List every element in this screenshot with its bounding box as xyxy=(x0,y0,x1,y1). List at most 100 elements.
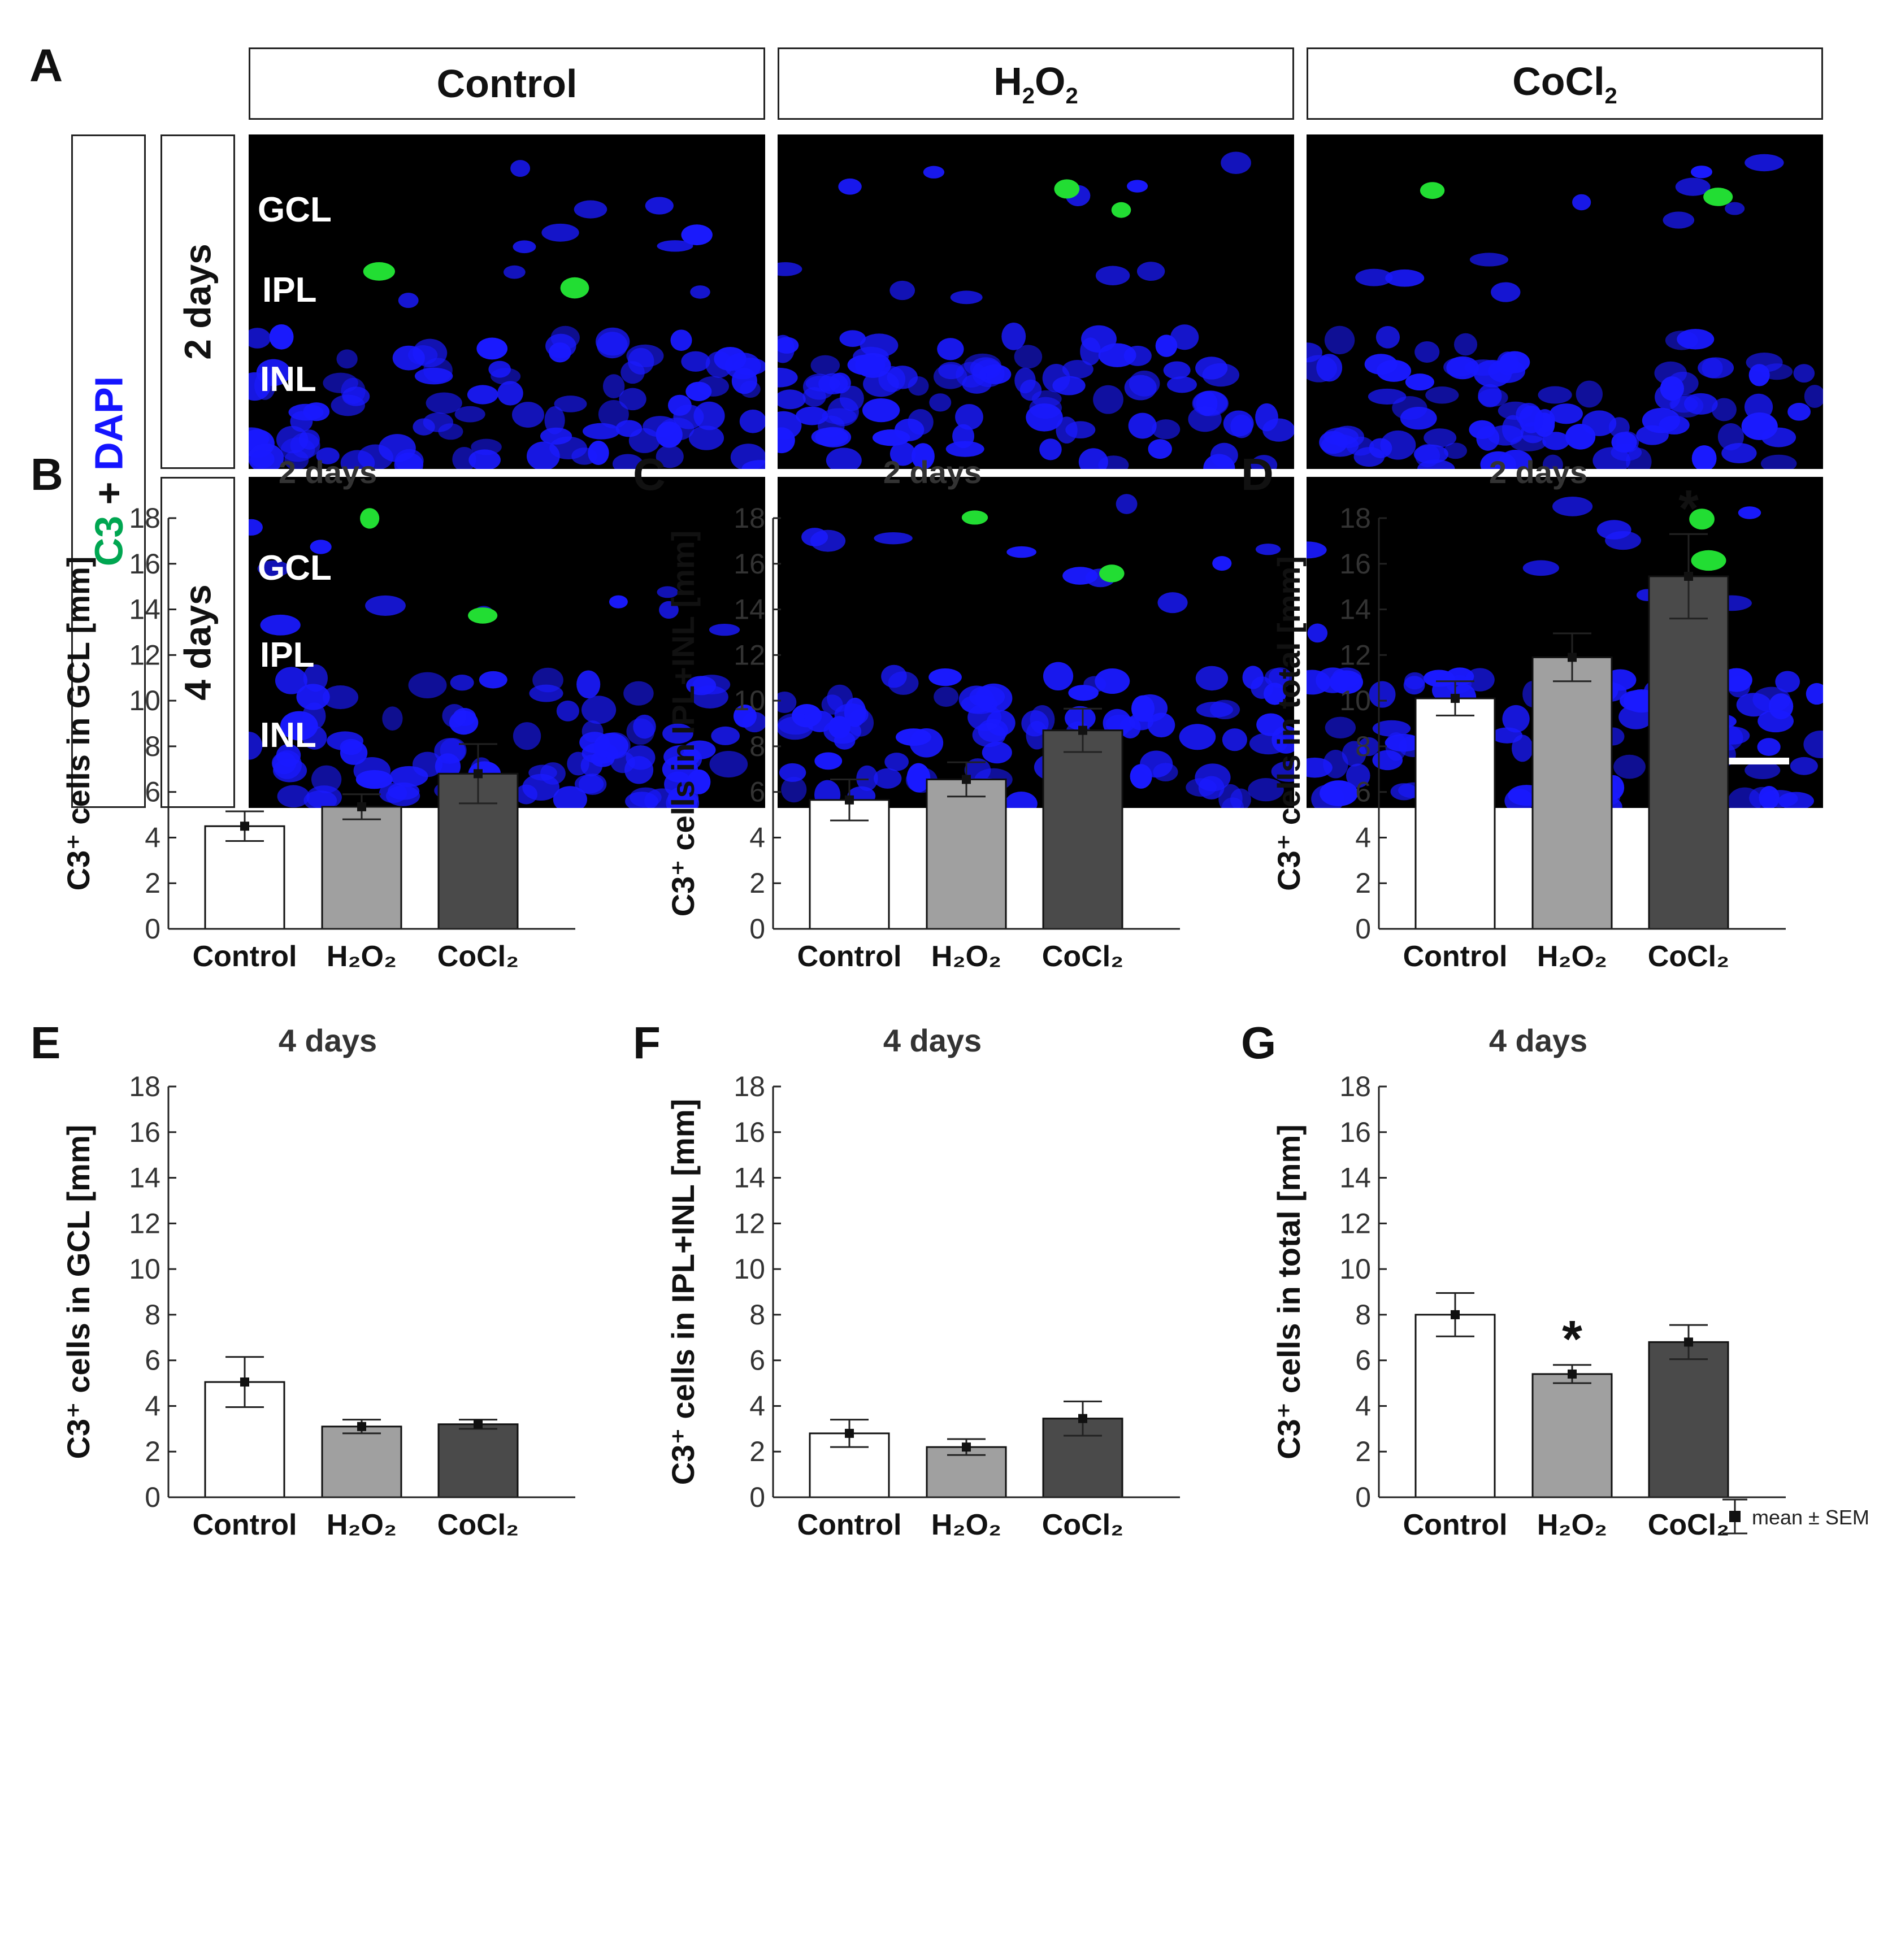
nucleus xyxy=(705,351,733,378)
panel-letter-e: E xyxy=(31,1018,60,1068)
bar-d-0 xyxy=(1414,697,1496,930)
nucleus xyxy=(1098,343,1136,367)
nucleus xyxy=(1757,738,1781,756)
nucleus xyxy=(1613,754,1646,779)
y-tick-label: 16 xyxy=(734,548,765,580)
mean-marker xyxy=(1078,725,1087,735)
y-tick-label: 0 xyxy=(749,913,765,945)
y-tick-label: 6 xyxy=(1355,776,1371,808)
nucleus xyxy=(597,332,628,359)
x-tick-label: Control xyxy=(1403,940,1508,973)
nucleus xyxy=(1469,253,1509,267)
nucleus xyxy=(844,697,866,727)
nucleus xyxy=(526,441,560,469)
nucleus xyxy=(275,667,307,694)
nucleus xyxy=(272,750,302,779)
c3-positive-cell xyxy=(1420,182,1445,199)
y-tick-label: 2 xyxy=(749,867,765,899)
c3-positive-cell xyxy=(961,510,988,525)
nucleus xyxy=(249,519,263,536)
nucleus xyxy=(1157,592,1188,614)
nucleus xyxy=(1170,324,1199,350)
nucleus xyxy=(656,445,684,468)
nucleus xyxy=(1793,364,1815,383)
y-tick-label: 2 xyxy=(145,867,160,899)
nucleus xyxy=(1746,353,1783,372)
x-tick-label: H₂O₂ xyxy=(327,940,397,973)
y-tick-label: 4 xyxy=(1355,1390,1371,1422)
nucleus xyxy=(1068,685,1099,701)
panel-letter-f: F xyxy=(633,1018,661,1068)
nucleus xyxy=(1626,447,1652,469)
mean-marker xyxy=(845,795,854,805)
chart-title-g: 4 days xyxy=(1489,1023,1587,1058)
y-tick-label: 2 xyxy=(1355,867,1371,899)
nucleus xyxy=(1803,730,1823,758)
nucleus xyxy=(1324,325,1355,355)
nucleus xyxy=(778,691,797,714)
nucleus xyxy=(1148,439,1172,459)
nucleus xyxy=(1196,701,1233,718)
y-tick-label: 14 xyxy=(734,1162,765,1194)
panel-letter-g: G xyxy=(1241,1018,1276,1068)
nucleus xyxy=(838,178,862,195)
nucleus xyxy=(553,786,587,808)
x-tick-label: H₂O₂ xyxy=(327,1509,397,1541)
nucleus xyxy=(681,351,710,372)
y-tick-label: 10 xyxy=(129,1253,160,1285)
nucleus xyxy=(574,774,604,794)
nucleus xyxy=(685,381,712,401)
nucleus xyxy=(626,745,656,770)
nucleus xyxy=(1758,710,1794,733)
nucleus xyxy=(256,359,291,386)
nucleus xyxy=(667,394,692,416)
bar-b-0 xyxy=(204,825,285,930)
nucleus xyxy=(1307,623,1328,643)
nucleus xyxy=(778,427,795,454)
x-tick-label: CoCl₂ xyxy=(1648,940,1729,973)
nucleus xyxy=(413,418,435,436)
nucleus xyxy=(1222,728,1247,751)
y-tick-label: 2 xyxy=(749,1436,765,1467)
mean-marker xyxy=(240,822,249,831)
y-axis-label-g: C3⁺ cells in total [mm] xyxy=(1271,1124,1307,1459)
nucleus xyxy=(1129,712,1154,731)
c3-positive-cell xyxy=(1099,564,1125,583)
nucleus xyxy=(1358,737,1379,757)
nucleus xyxy=(513,240,536,254)
nucleus xyxy=(1006,546,1036,558)
nucleus xyxy=(1242,666,1264,689)
significance-star: * xyxy=(1678,480,1699,537)
nucleus xyxy=(1414,341,1440,363)
nucleus xyxy=(1385,269,1425,287)
nucleus xyxy=(1675,177,1711,196)
nucleus xyxy=(1738,506,1761,519)
nucleus xyxy=(874,532,913,545)
nucleus xyxy=(541,223,579,242)
nucleus xyxy=(1465,668,1495,692)
nucleus xyxy=(626,718,655,745)
bar-g-0 xyxy=(1414,1314,1496,1498)
y-tick-label: 14 xyxy=(129,594,160,625)
nucleus xyxy=(316,447,340,464)
y-tick-label: 8 xyxy=(145,1299,160,1331)
y-tick-label: 12 xyxy=(734,639,765,671)
nucleus xyxy=(260,614,301,636)
bar-d-1 xyxy=(1531,656,1613,930)
nucleus xyxy=(1124,375,1157,401)
nucleus xyxy=(1760,454,1797,469)
nucleus xyxy=(1001,322,1026,350)
x-tick-label: Control xyxy=(193,940,297,973)
nucleus xyxy=(945,441,984,457)
y-axis-label-e: C3⁺ cells in GCL [mm] xyxy=(60,1125,96,1459)
nucleus xyxy=(690,285,710,299)
x-tick-label: CoCl₂ xyxy=(1042,940,1123,973)
y-tick-label: 0 xyxy=(749,1481,765,1513)
nucleus xyxy=(615,420,643,437)
nucleus xyxy=(881,664,907,688)
y-tick-label: 10 xyxy=(129,685,160,716)
nucleus xyxy=(645,197,674,215)
nucleus xyxy=(1116,494,1138,514)
nucleus xyxy=(1752,686,1791,712)
y-tick-label: 12 xyxy=(129,639,160,671)
